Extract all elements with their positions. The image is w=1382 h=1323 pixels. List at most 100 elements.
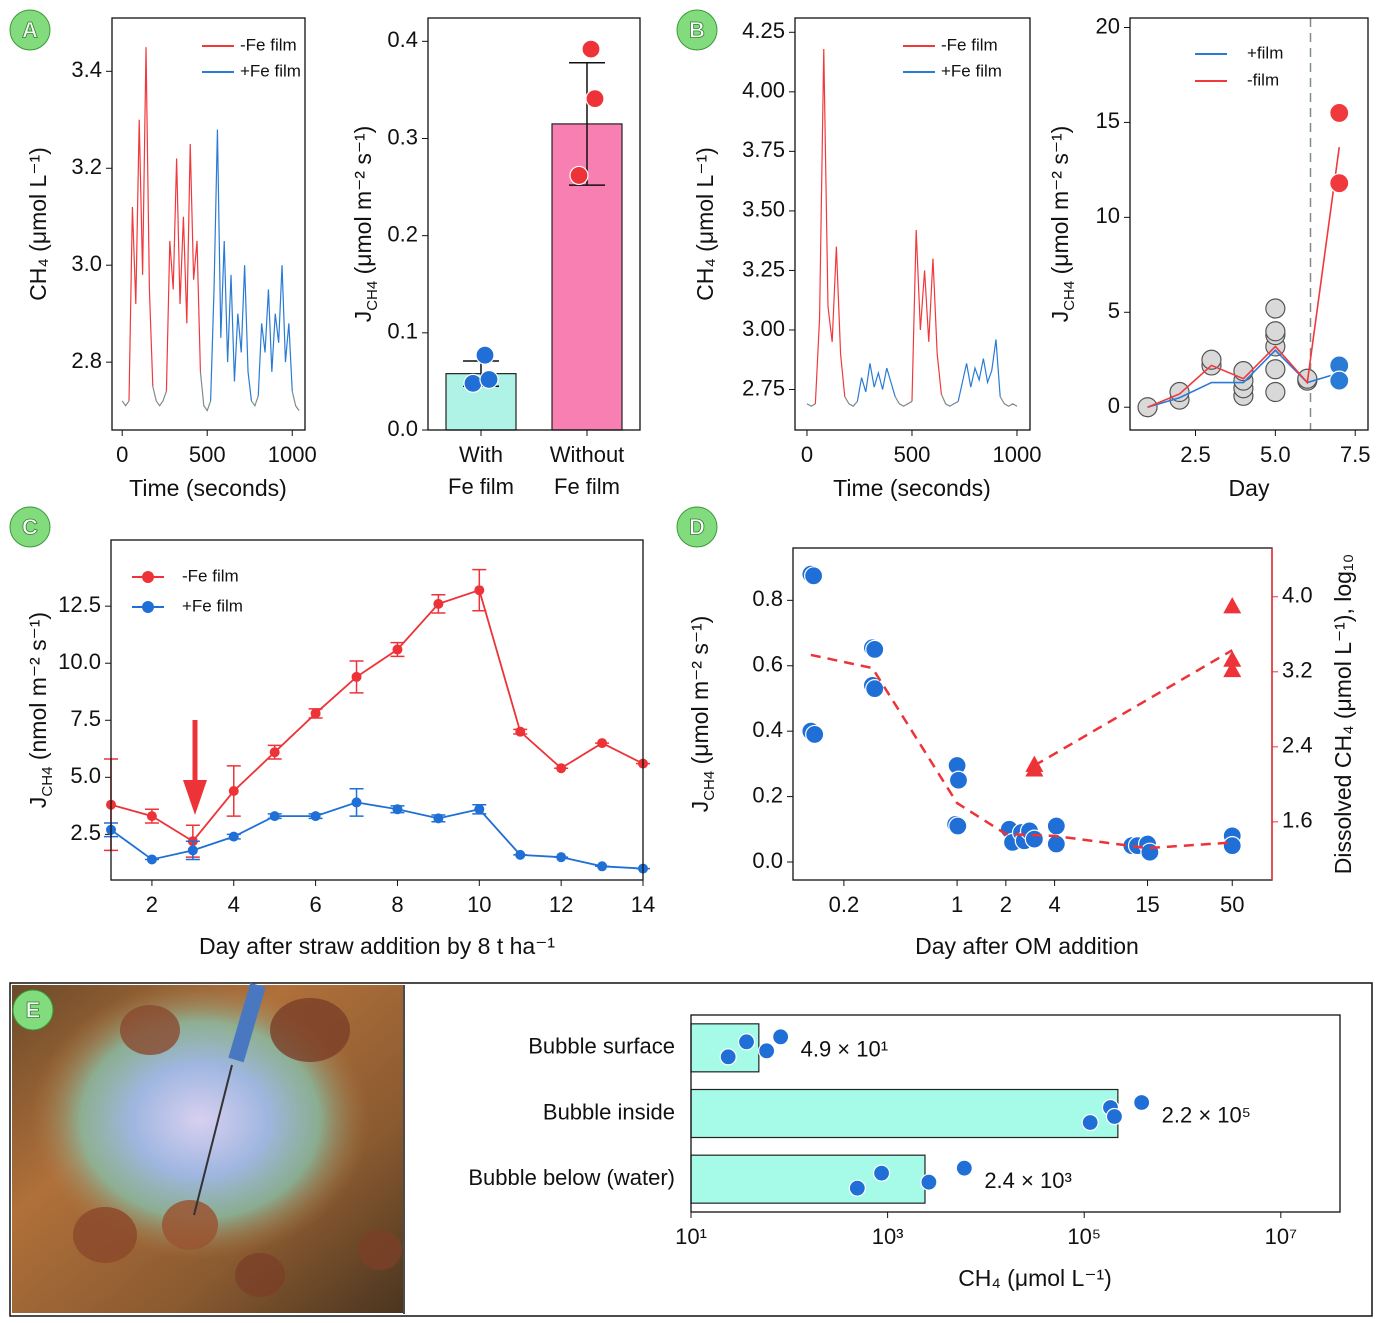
axis-title: Dissolved CH₄ (μmol L⁻¹), log₁₀ — [1330, 554, 1356, 874]
data-point — [920, 1173, 938, 1191]
axis-title: JCH4 (nmol m⁻² s⁻¹) — [25, 612, 56, 808]
x-tick-label: 10³ — [872, 1224, 904, 1249]
data-line — [110, 589, 644, 843]
x-tick-label: 50 — [1220, 892, 1244, 917]
marker — [556, 763, 567, 774]
panel-labels: A B C D E — [9, 9, 718, 1031]
y-tick-label: Bubble surface — [528, 1034, 675, 1059]
subscript: CH4 — [701, 771, 718, 801]
marker — [1329, 173, 1350, 194]
value-label: 2.2 × 10⁵ — [1162, 1102, 1251, 1127]
marker — [146, 811, 157, 822]
y2-tick-label: 4.0 — [1282, 583, 1313, 608]
x-tick-label: 7.5 — [1340, 442, 1371, 467]
y-tick-label: 3.0 — [71, 251, 102, 276]
data-point — [475, 345, 495, 365]
marker — [1025, 760, 1044, 777]
bar — [690, 1154, 926, 1204]
marker — [269, 747, 280, 758]
data-point — [1133, 1093, 1151, 1112]
y-tick-label: 5.0 — [70, 763, 101, 788]
marker — [310, 811, 321, 822]
plot-frame — [110, 539, 644, 881]
x-tick-label: 2 — [146, 892, 158, 917]
label-part: (μmol m⁻² s⁻¹) — [1047, 126, 1073, 281]
marker — [1201, 349, 1222, 370]
x-tick-label: 2.5 — [1180, 442, 1211, 467]
y-tick-label: 3.4 — [71, 57, 102, 82]
marker — [948, 770, 969, 790]
marker — [1223, 660, 1242, 678]
marker — [515, 849, 526, 860]
label-badge — [676, 9, 718, 51]
axis-title: Day after OM addition — [915, 933, 1139, 959]
plot-frame — [690, 1014, 1341, 1213]
panel-label: A — [22, 18, 38, 43]
arrow-head — [183, 780, 207, 815]
data-point — [585, 89, 605, 109]
axis-title: JCH4 (μmol m⁻² s⁻¹) — [687, 616, 718, 813]
marker — [310, 708, 321, 719]
plot-frame — [794, 17, 1031, 431]
data-point — [581, 39, 601, 59]
y-tick-label: 3.25 — [742, 256, 785, 281]
data-point — [463, 373, 483, 393]
data-line — [128, 47, 202, 401]
marker — [146, 854, 157, 865]
marker — [1169, 381, 1190, 403]
marker — [1223, 650, 1242, 667]
data-line — [814, 48, 942, 404]
x-tick-label: 12 — [549, 892, 573, 917]
axis-title: CH₄ (μmol L⁻¹) — [692, 147, 718, 301]
label-part: J — [25, 797, 51, 809]
legend-label: +Fe film — [240, 61, 301, 80]
data-point — [737, 1033, 756, 1051]
data-line — [856, 339, 1001, 402]
data-line — [806, 394, 1018, 407]
data-point — [872, 1164, 891, 1182]
x-tick-label: 1 — [951, 892, 963, 917]
panel-label: E — [26, 998, 41, 1023]
x-tick-label: 0 — [801, 442, 813, 467]
y-tick-label: 7.5 — [70, 706, 101, 731]
label-badge — [9, 9, 51, 51]
marker — [392, 644, 403, 655]
legend-marker — [142, 571, 154, 583]
y-tick-label: 0.4 — [387, 27, 418, 52]
marker — [1265, 321, 1286, 342]
legend-label: -film — [1247, 70, 1279, 89]
panel-label: B — [689, 18, 705, 43]
value-label: 4.9 × 10¹ — [801, 1037, 888, 1062]
label-part: (μmol m⁻² s⁻¹) — [687, 616, 713, 771]
x-tick-label: 10⁷ — [1265, 1224, 1297, 1249]
x-tick-label: Fe film — [554, 474, 620, 499]
y-tick-label: 4.25 — [742, 18, 785, 43]
marker — [1024, 829, 1044, 849]
y-tick-label: Bubble inside — [543, 1099, 675, 1124]
data-point — [569, 165, 589, 186]
plot-frame — [111, 17, 306, 431]
data-line — [810, 653, 1233, 850]
y-tick-label: 0.0 — [387, 416, 418, 441]
marker — [351, 797, 362, 808]
y-tick-label: 2.8 — [71, 348, 102, 373]
panel-label: D — [689, 515, 705, 540]
label-part: (μmol m⁻² s⁻¹) — [350, 126, 376, 281]
data-point — [1081, 1113, 1099, 1132]
data-point — [848, 1179, 866, 1197]
x-tick-label: 500 — [189, 442, 226, 467]
subscript: CH4 — [364, 281, 381, 311]
marker — [474, 804, 485, 815]
data-line — [1147, 146, 1341, 408]
value-label: 2.4 × 10³ — [984, 1168, 1071, 1193]
y-tick-label: 0.2 — [752, 782, 783, 807]
legend-label: +film — [1247, 43, 1283, 62]
marker — [1265, 298, 1286, 319]
marker — [865, 679, 885, 699]
marker — [1046, 834, 1066, 854]
y2-tick-label: 2.4 — [1282, 733, 1313, 758]
label-part: J — [1047, 311, 1073, 323]
y-tick-label: 0.8 — [752, 586, 783, 611]
axis-title: Day — [1229, 475, 1270, 501]
y-tick-label: 0.2 — [387, 221, 418, 246]
